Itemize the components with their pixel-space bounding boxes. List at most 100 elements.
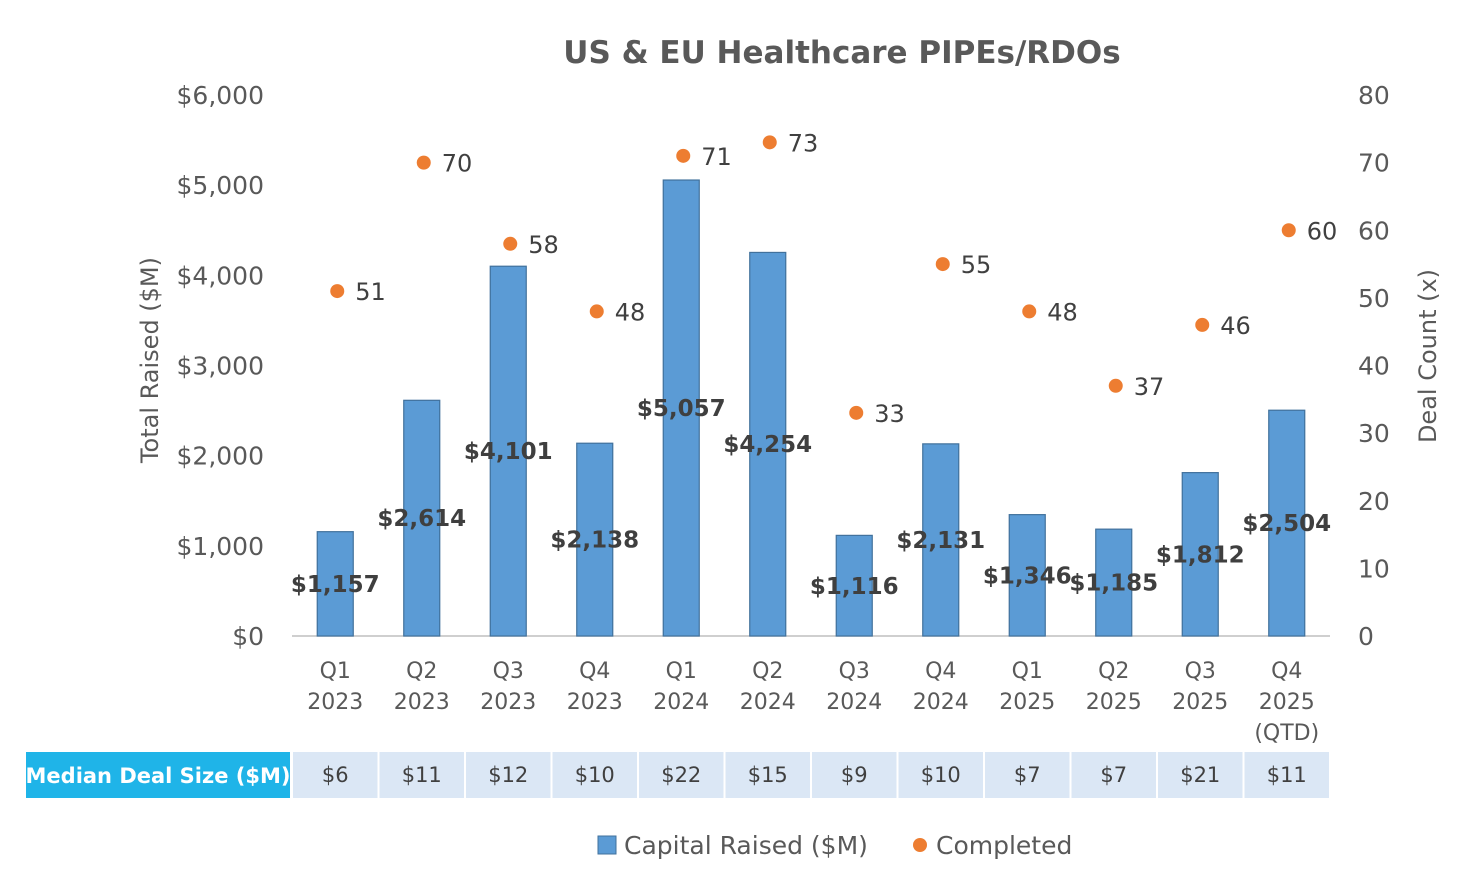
x-axis-tick-line: (QTD) <box>1254 721 1319 746</box>
left-axis-tick-label: $5,000 <box>177 171 264 200</box>
bar-value-label: $4,254 <box>723 432 812 458</box>
right-axis-tick-label: 30 <box>1358 419 1390 448</box>
right-axis-tick-label: 10 <box>1358 554 1390 583</box>
table-cell-value: $10 <box>921 763 961 787</box>
table-cell-value: $10 <box>575 763 615 787</box>
x-axis-tick-line: 2023 <box>394 690 450 715</box>
completed-point <box>1281 223 1296 238</box>
x-axis-tick-line: 2024 <box>826 690 882 715</box>
x-axis-tick-line: 2023 <box>307 690 363 715</box>
dot-labels: 51 70 58 48 71 73 33 55 48 37 46 60 <box>355 129 1337 428</box>
table-cell <box>812 752 897 798</box>
x-axis-tick-line: 2024 <box>653 690 709 715</box>
bar <box>316 531 354 637</box>
table-cell <box>1071 752 1156 798</box>
completed-point <box>1108 378 1123 393</box>
bar-value-label: $1,185 <box>1069 571 1158 597</box>
bar-series <box>316 179 1306 637</box>
x-axis-tick-line: 2023 <box>480 690 536 715</box>
x-axis-ticks: Q1 2023 Q2 2023 Q3 2023 Q4 2023 Q1 2024 Q2 2024 Q3 20… <box>307 659 1319 746</box>
x-axis-tick-line: 2025 <box>999 690 1055 715</box>
left-axis-tick-label: $1,000 <box>177 532 264 561</box>
completed-series <box>330 135 1296 420</box>
bar-value-label: $1,157 <box>291 572 380 598</box>
chart-title: US & EU Healthcare PIPEs/RDOs <box>563 35 1120 71</box>
left-axis-tick-label: $3,000 <box>177 352 264 381</box>
completed-value-label: 33 <box>874 400 905 428</box>
completed-point <box>416 155 431 170</box>
table-header-cell <box>26 752 290 798</box>
completed-point <box>676 148 691 163</box>
left-axis-tick-label: $0 <box>232 622 264 651</box>
completed-value-label: 73 <box>788 129 819 157</box>
table-cell-value: $15 <box>748 763 788 787</box>
bar <box>489 265 527 637</box>
table-cell-value: $21 <box>1180 763 1220 787</box>
bar-value-label: $1,812 <box>1156 542 1245 568</box>
bar-value-label: $1,346 <box>983 563 1072 589</box>
x-axis-tick-label: Q1 2023 <box>307 659 363 715</box>
completed-value-label: 51 <box>355 278 386 306</box>
completed-point <box>935 257 950 272</box>
completed-point <box>503 236 518 251</box>
table-cell <box>379 752 464 798</box>
bar-labels: $1,157 $2,614 $4,101 $2,138 $5,057 $4,254 $1,1… <box>291 396 1331 600</box>
table-cell-value: $6 <box>322 763 349 787</box>
right-axis: 0 10 20 30 40 50 60 70 80 Deal Count (x) <box>1358 81 1442 651</box>
bar-value-label: $4,101 <box>464 439 553 465</box>
table-cell <box>985 752 1070 798</box>
left-axis: $0 $1,000 $2,000 $3,000 $4,000 $5,000 $6,000 To… <box>136 81 264 651</box>
x-axis-tick-line: 2024 <box>740 690 796 715</box>
legend-bar-label: Capital Raised ($M) <box>624 831 868 860</box>
completed-value-label: 55 <box>961 251 992 279</box>
legend-bar-swatch <box>597 835 617 855</box>
x-axis-tick-line: Q1 <box>320 659 351 684</box>
x-axis-tick-label: Q4 2025 (QTD) <box>1254 659 1319 746</box>
completed-point <box>1022 304 1037 319</box>
x-axis-tick-line: 2024 <box>913 690 969 715</box>
left-axis-tick-label: $4,000 <box>177 261 264 290</box>
x-axis-tick-label: Q3 2023 <box>480 659 536 715</box>
completed-point <box>1195 317 1210 332</box>
completed-value-label: 71 <box>701 143 732 171</box>
table-cell <box>1158 752 1243 798</box>
completed-value-label: 60 <box>1307 217 1338 245</box>
x-axis-tick-line: Q4 <box>579 659 610 684</box>
bar <box>662 179 700 637</box>
x-axis-tick-label: Q2 2025 <box>1086 659 1142 715</box>
completed-value-label: 37 <box>1134 373 1165 401</box>
left-axis-tick-label: $2,000 <box>177 442 264 471</box>
x-axis-tick-label: Q3 2025 <box>1172 659 1228 715</box>
bar-value-label: $2,131 <box>896 528 985 554</box>
x-axis-tick-label: Q4 2023 <box>567 659 623 715</box>
x-axis-tick-line: Q3 <box>493 659 524 684</box>
x-axis-tick-line: 2025 <box>1172 690 1228 715</box>
x-axis-tick-line: 2025 <box>1086 690 1142 715</box>
x-axis-tick-label: Q2 2023 <box>394 659 450 715</box>
bar <box>1008 514 1046 637</box>
x-axis-tick-line: Q1 <box>666 659 697 684</box>
bar <box>1268 409 1306 637</box>
completed-value-label: 48 <box>1047 298 1078 326</box>
x-axis-tick-line: Q2 <box>406 659 437 684</box>
legend: Capital Raised ($M) Completed <box>597 831 1072 860</box>
x-axis-tick-label: Q2 2024 <box>740 659 796 715</box>
x-axis-tick-line: Q2 <box>1098 659 1129 684</box>
completed-point <box>330 284 345 299</box>
completed-value-label: 70 <box>442 150 473 178</box>
x-axis-tick-line: Q2 <box>752 659 783 684</box>
x-axis-tick-line: Q4 <box>1271 659 1302 684</box>
x-axis-tick-line: Q1 <box>1012 659 1043 684</box>
table-cell <box>898 752 983 798</box>
completed-value-label: 46 <box>1220 312 1251 340</box>
completed-value-label: 58 <box>528 231 559 259</box>
median-deal-size-table: Median Deal Size ($M) $6 $11 $12 $10 $22 $15 $… <box>26 752 1329 798</box>
right-axis-tick-label: 0 <box>1358 622 1374 651</box>
completed-point <box>762 135 777 150</box>
legend-dot-swatch <box>913 838 927 852</box>
left-axis-tick-label: $6,000 <box>177 81 264 110</box>
table-cell-value: $12 <box>488 763 528 787</box>
x-axis-tick-line: Q3 <box>1185 659 1216 684</box>
x-axis-tick-label: Q3 2024 <box>826 659 882 715</box>
